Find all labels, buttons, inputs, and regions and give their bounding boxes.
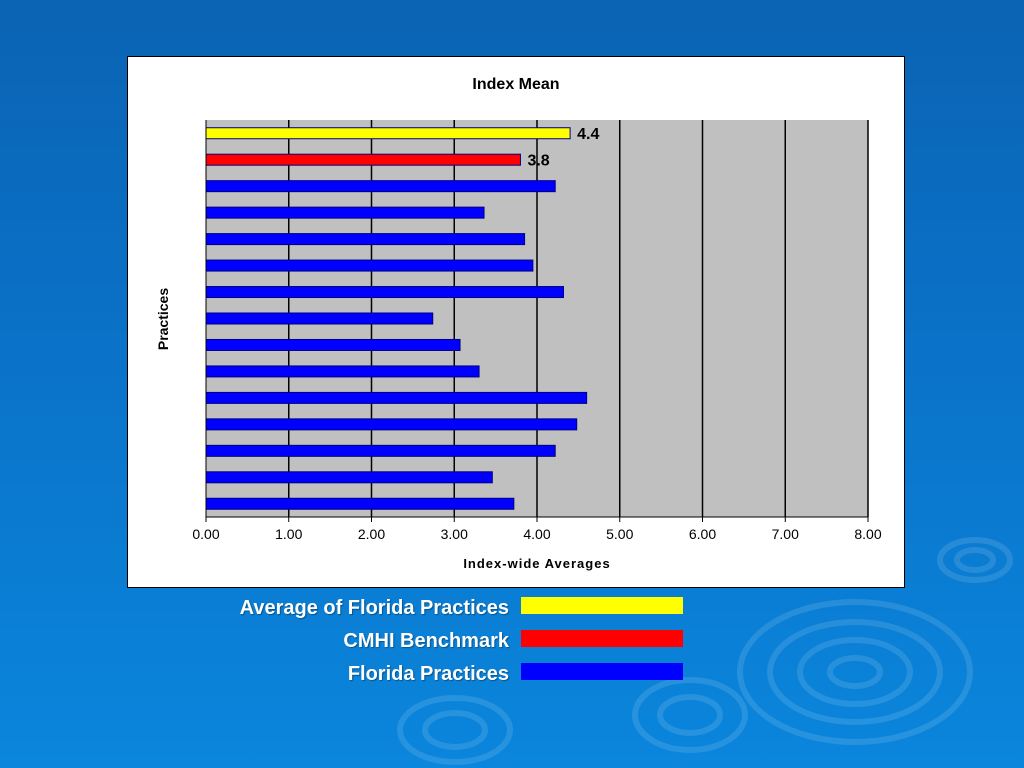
bar bbox=[205, 206, 485, 219]
legend-swatch-yellow bbox=[521, 597, 683, 614]
bar bbox=[205, 312, 434, 325]
data-label: 4.4 bbox=[577, 126, 599, 143]
chart-title: Index Mean bbox=[472, 76, 559, 93]
x-tick-label: 5.00 bbox=[606, 526, 633, 542]
legend-label: Average of Florida Practices bbox=[239, 597, 509, 619]
chart-panel: Index Mean 4.4 3.8 0.00 1.00 2.00 3.00 4.00 5.… bbox=[127, 56, 905, 588]
legend-item-average-of-florida-practices: Average of Florida Practices bbox=[0, 597, 683, 619]
x-tick-label: 4.00 bbox=[523, 526, 550, 542]
x-tick-label: 8.00 bbox=[854, 526, 881, 542]
bar bbox=[205, 233, 526, 246]
bar bbox=[205, 127, 571, 140]
legend-swatch-blue bbox=[521, 663, 683, 680]
legend-item-florida-practices: Florida Practices bbox=[0, 663, 683, 685]
x-tick-label: 1.00 bbox=[275, 526, 302, 542]
bar bbox=[205, 180, 556, 193]
bar-chart: Index Mean 4.4 3.8 0.00 1.00 2.00 3.00 4.00 5.… bbox=[155, 76, 882, 571]
legend: Average of Florida Practices CMHI Benchm… bbox=[0, 595, 1024, 695]
x-tick-label: 6.00 bbox=[689, 526, 716, 542]
x-tick-label: 3.00 bbox=[441, 526, 468, 542]
bar bbox=[205, 418, 578, 431]
y-axis-label: Practices bbox=[155, 288, 171, 350]
x-tick-label: 7.00 bbox=[772, 526, 799, 542]
bar bbox=[205, 338, 461, 351]
data-label: 3.8 bbox=[527, 153, 549, 170]
x-axis-ticks: 0.00 1.00 2.00 3.00 4.00 5.00 6.00 7.00 8.00 bbox=[192, 517, 882, 542]
bar bbox=[205, 259, 534, 272]
legend-item-cmhi-benchmark: CMHI Benchmark bbox=[0, 630, 683, 652]
legend-swatch-red bbox=[521, 630, 683, 647]
bar bbox=[205, 286, 564, 299]
bar bbox=[205, 497, 515, 510]
legend-label: Florida Practices bbox=[347, 663, 509, 685]
bar bbox=[205, 153, 521, 166]
bar bbox=[205, 391, 588, 404]
x-axis-label: Index-wide Averages bbox=[463, 556, 610, 571]
bar bbox=[205, 365, 480, 378]
x-tick-label: 0.00 bbox=[192, 526, 219, 542]
bars bbox=[205, 127, 588, 510]
x-tick-label: 2.00 bbox=[358, 526, 385, 542]
bar-labels: 4.4 3.8 bbox=[527, 126, 599, 169]
legend-label: CMHI Benchmark bbox=[343, 630, 509, 652]
bar bbox=[205, 444, 556, 457]
bar bbox=[205, 471, 493, 484]
